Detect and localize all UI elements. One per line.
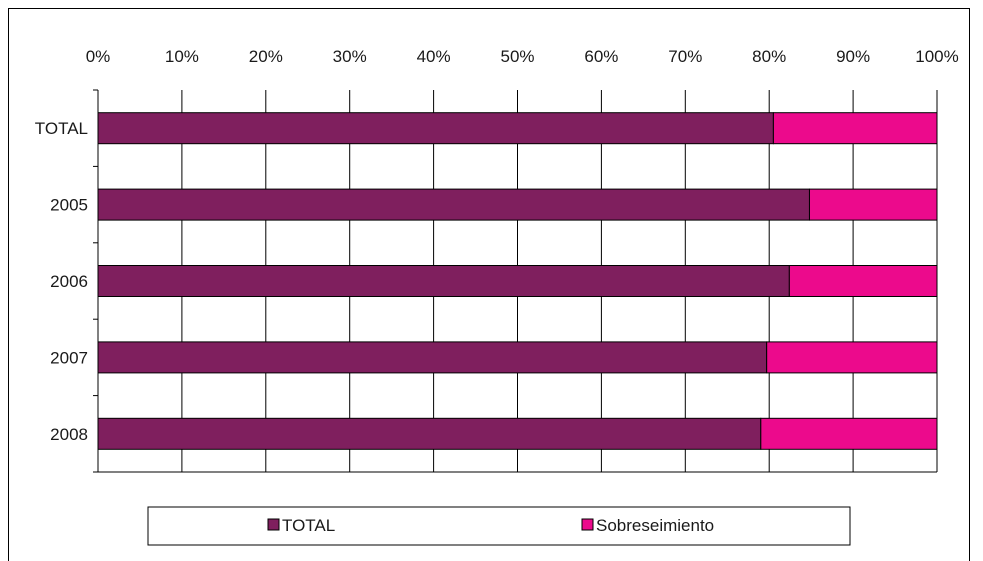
y-category-label: TOTAL <box>35 119 88 138</box>
x-tick-label: 100% <box>915 47 958 66</box>
y-category-label: 2005 <box>50 196 88 215</box>
bar-segment <box>772 112 938 145</box>
bar-segment <box>808 188 938 221</box>
x-tick-label: 50% <box>500 47 534 66</box>
bar-segment <box>788 265 938 297</box>
bar-segment <box>97 417 762 450</box>
bar-segment <box>760 417 938 450</box>
y-category-label: 2008 <box>50 425 88 444</box>
x-tick-label: 0% <box>86 47 111 66</box>
bar-segment <box>766 341 938 374</box>
legend-box <box>147 506 851 546</box>
x-tick-label: 10% <box>165 47 199 66</box>
bar-segment <box>97 341 768 374</box>
x-tick-label: 40% <box>417 47 451 66</box>
bar-segment <box>97 188 810 221</box>
legend-swatch <box>267 518 280 531</box>
x-tick-label: 20% <box>249 47 283 66</box>
bar-segment <box>97 112 774 145</box>
x-tick-label: 30% <box>333 47 367 66</box>
x-tick-label: 70% <box>668 47 702 66</box>
x-tick-label: 60% <box>584 47 618 66</box>
x-tick-label: 90% <box>836 47 870 66</box>
y-category-label: 2006 <box>50 272 88 291</box>
bar-segment <box>97 265 790 297</box>
legend-swatch <box>581 518 594 531</box>
legend-label: Sobreseimiento <box>596 516 714 535</box>
x-tick-label: 80% <box>752 47 786 66</box>
legend-label: TOTAL <box>282 516 335 535</box>
y-category-label: 2007 <box>50 348 88 367</box>
